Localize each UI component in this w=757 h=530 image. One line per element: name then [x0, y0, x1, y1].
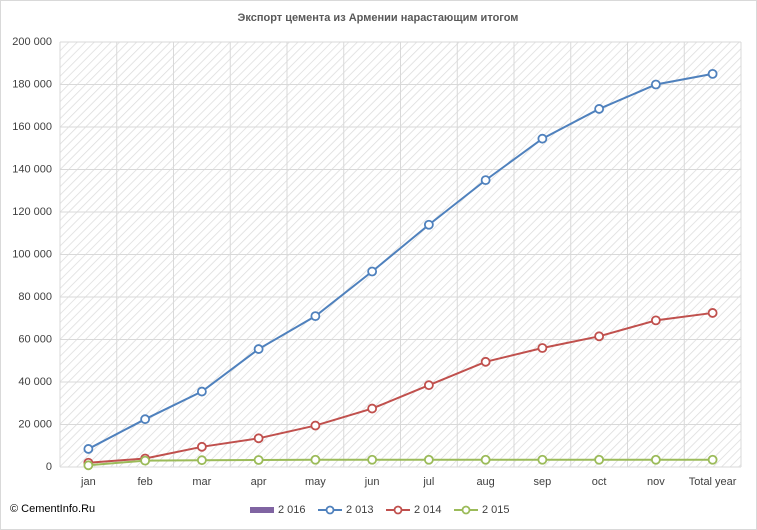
legend-label: 2 015 — [482, 504, 510, 516]
x-tick-label: apr — [251, 476, 267, 488]
legend-marker — [393, 505, 403, 515]
point — [253, 433, 264, 444]
point — [196, 386, 207, 397]
y-tick-label: 160 000 — [12, 121, 52, 133]
point — [537, 133, 548, 144]
legend-label: 2 016 — [278, 504, 306, 516]
x-tick-label: oct — [592, 476, 607, 488]
point — [480, 175, 491, 186]
point — [140, 414, 151, 425]
point — [650, 454, 661, 465]
point — [196, 455, 207, 466]
point — [423, 380, 434, 391]
point — [423, 219, 434, 230]
x-tick-label: jun — [364, 476, 380, 488]
point — [650, 79, 661, 90]
point — [196, 441, 207, 452]
point — [310, 454, 321, 465]
y-tick-label: 80 000 — [18, 291, 52, 303]
y-tick-label: 60 000 — [18, 333, 52, 345]
y-tick-label: 40 000 — [18, 376, 52, 388]
y-tick-label: 200 000 — [12, 36, 52, 48]
x-tick-label: feb — [137, 476, 152, 488]
point — [367, 266, 378, 277]
point — [310, 311, 321, 322]
point — [707, 454, 718, 465]
x-tick-label: Total year — [689, 476, 737, 488]
x-tick-label: aug — [476, 476, 494, 488]
chart-title: Экспорт цемента из Армении нарастающим и… — [238, 12, 519, 24]
point — [594, 104, 605, 114]
legend-marker — [461, 505, 471, 515]
y-tick-label: 20 000 — [18, 418, 52, 430]
point — [537, 454, 548, 465]
y-tick-label: 180 000 — [12, 78, 52, 90]
series-line — [88, 458, 713, 467]
point — [253, 344, 264, 354]
x-tick-label: jan — [80, 476, 96, 488]
x-tick-label: sep — [534, 476, 552, 488]
y-tick-label: 140 000 — [12, 163, 52, 175]
x-tick-label: jul — [422, 476, 434, 488]
point — [423, 454, 434, 465]
point — [480, 356, 491, 367]
legend-label: 2 014 — [414, 504, 442, 516]
x-tick-label: nov — [647, 476, 665, 488]
x-tick-label: may — [305, 476, 326, 488]
point — [367, 403, 378, 414]
legend-marker — [325, 505, 335, 515]
legend-swatch — [250, 507, 274, 513]
point — [707, 308, 718, 318]
series-line — [87, 72, 713, 450]
y-tick-label: 0 — [46, 461, 52, 473]
series-line — [88, 311, 713, 464]
point — [537, 343, 548, 353]
y-tick-label: 120 000 — [12, 206, 52, 218]
point — [253, 455, 264, 465]
legend-label: 2 013 — [346, 504, 374, 516]
point — [594, 331, 605, 342]
y-tick-label: 100 000 — [12, 248, 52, 260]
copyright: © CementInfo.Ru — [10, 503, 95, 515]
point — [83, 460, 94, 471]
point — [707, 68, 718, 79]
point — [480, 454, 491, 465]
point — [310, 420, 321, 431]
x-tick-label: mar — [192, 476, 211, 488]
point — [594, 454, 605, 465]
point — [367, 454, 378, 465]
point — [650, 315, 661, 326]
point — [140, 455, 151, 466]
point — [83, 444, 94, 454]
